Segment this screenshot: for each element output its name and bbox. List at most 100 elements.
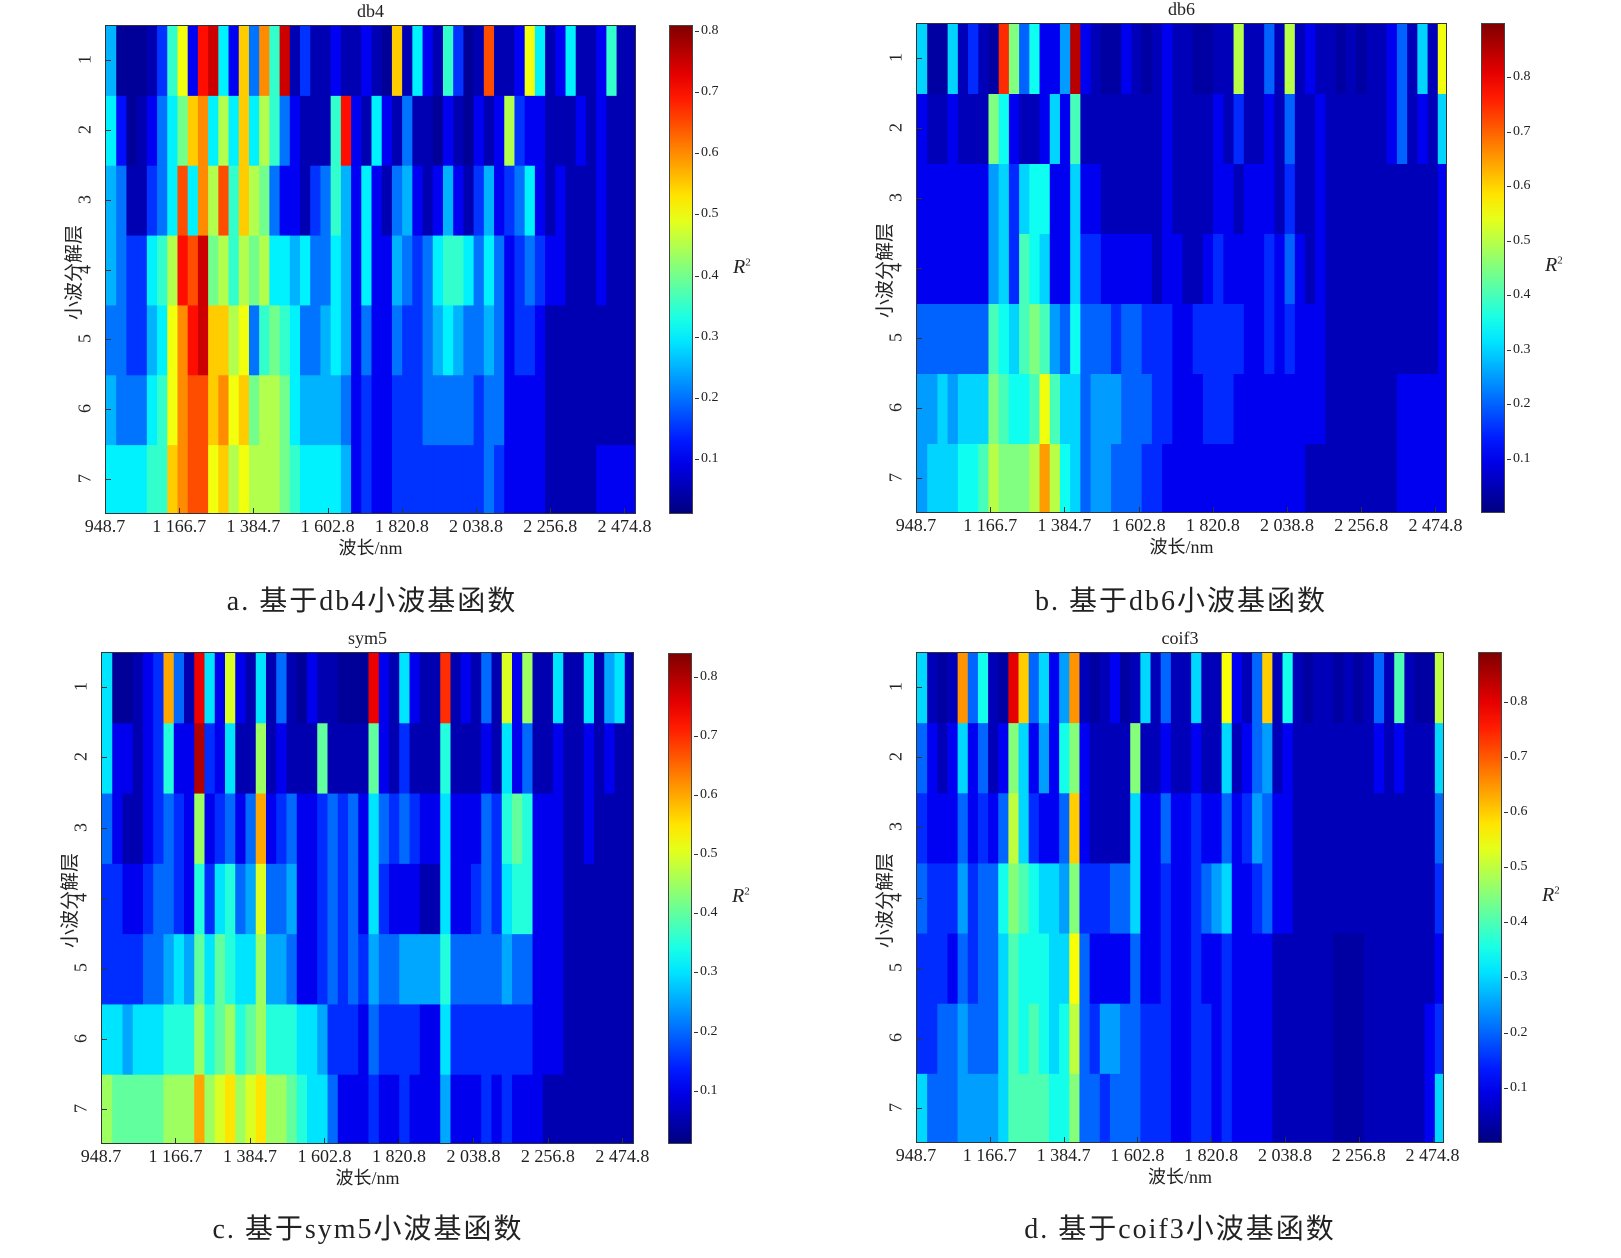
- heatmap-cell: [106, 95, 117, 167]
- heatmap-cell: [419, 723, 431, 795]
- heatmap-cell: [575, 235, 587, 307]
- heatmap-cell: [153, 1074, 165, 1143]
- heatmap-cell: [450, 723, 462, 795]
- heatmap-cell: [532, 723, 544, 795]
- x-tick-mark: [249, 1138, 251, 1144]
- y-tick-mark: [916, 58, 922, 59]
- heatmap-cell: [998, 1073, 1009, 1142]
- x-tick-label: 1 166.7: [963, 515, 1018, 535]
- heatmap-cell: [1231, 1073, 1243, 1142]
- heatmap-cell: [1424, 793, 1436, 865]
- heatmap-cell: [573, 934, 585, 1006]
- heatmap-cell: [1221, 793, 1233, 865]
- heatmap-cell: [442, 235, 454, 307]
- heatmap-cell: [1292, 863, 1304, 935]
- heatmap-cell: [1038, 933, 1050, 1005]
- heatmap-cell: [348, 653, 359, 724]
- heatmap-cell: [968, 444, 979, 512]
- heatmap-cell: [1080, 444, 1092, 512]
- heatmap-cell: [184, 653, 195, 724]
- heatmap-cell: [235, 863, 247, 935]
- heatmap-cell: [1243, 234, 1255, 305]
- heatmap-cell: [378, 1074, 390, 1143]
- heatmap-cell: [419, 1004, 431, 1076]
- panel-caption: a. 基于db4小波基函数: [226, 586, 518, 617]
- heatmap-cell: [1049, 164, 1061, 235]
- heatmap-cell: [616, 165, 628, 237]
- heatmap-cell: [116, 235, 128, 307]
- heatmap-cell: [1090, 444, 1102, 512]
- x-axis-label: 波长/nm: [335, 1168, 400, 1188]
- heatmap-cell: [269, 165, 281, 237]
- heatmap-cell: [1162, 304, 1173, 375]
- heatmap-cell: [269, 375, 281, 446]
- x-tick-mark: [916, 507, 917, 513]
- heatmap-cell: [132, 723, 144, 795]
- heatmap-cell: [1070, 374, 1081, 445]
- heatmap-cell: [300, 26, 311, 97]
- heatmap-cell: [522, 1004, 534, 1076]
- heatmap-cell: [1121, 94, 1133, 165]
- heatmap-cell: [532, 863, 544, 935]
- heatmap-cell: [927, 304, 939, 375]
- heatmap-cell: [1170, 653, 1182, 724]
- heatmap-cell: [116, 165, 128, 237]
- heatmap-cell: [1396, 164, 1408, 235]
- heatmap-cell: [524, 165, 536, 237]
- chart-title: db6: [1168, 0, 1195, 19]
- heatmap-cell: [409, 793, 421, 865]
- heatmap-cell: [1231, 1003, 1243, 1075]
- heatmap-cell: [967, 1073, 979, 1142]
- heatmap-cell: [1407, 234, 1418, 305]
- heatmap-cell: [1019, 444, 1030, 512]
- x-tick-mark: [105, 508, 106, 514]
- heatmap-cell: [1080, 164, 1092, 235]
- x-tick-mark: [1432, 1137, 1434, 1143]
- heatmap-cell: [1018, 723, 1030, 794]
- heatmap-cell: [583, 723, 595, 795]
- heatmap-cell: [1282, 723, 1294, 794]
- heatmap-cell: [289, 375, 301, 446]
- heatmap-cell: [1120, 1073, 1131, 1142]
- heatmap-cell: [1333, 863, 1345, 935]
- heatmap-cell: [351, 95, 362, 167]
- heatmap-cell: [1284, 164, 1296, 235]
- heatmap-cell: [1223, 374, 1235, 445]
- heatmap-cell: [1160, 863, 1172, 935]
- heatmap-cell: [1356, 374, 1367, 445]
- heatmap-cell: [337, 723, 349, 795]
- x-tick-label: 1 384.7: [1037, 515, 1092, 535]
- heatmap-cell: [450, 863, 462, 935]
- heatmap-cell: [1028, 933, 1040, 1005]
- x-tick-mark: [179, 508, 181, 514]
- heatmap-cell: [1335, 164, 1347, 235]
- y-tick-label: 5: [885, 962, 906, 972]
- heatmap-cell: [266, 653, 277, 724]
- heatmap-cell: [594, 863, 605, 935]
- heatmap-cell: [1172, 444, 1184, 512]
- heatmap-cell: [1162, 24, 1173, 95]
- heatmap-cell: [391, 305, 403, 376]
- heatmap-cell: [238, 375, 250, 446]
- heatmap-cell: [1028, 793, 1040, 865]
- heatmap-cell: [361, 235, 373, 307]
- heatmap-cell: [927, 863, 938, 935]
- heatmap-cell: [266, 1004, 277, 1076]
- heatmap-cell: [1211, 793, 1223, 865]
- heatmap-cell: [1202, 444, 1214, 512]
- heatmap-cell: [573, 723, 585, 795]
- heatmap-cell: [471, 653, 482, 724]
- y-tick-label: 6: [885, 403, 906, 412]
- y-tick-mark: [101, 757, 107, 759]
- heatmap-cell: [225, 934, 236, 1006]
- heatmap-cell: [1213, 24, 1224, 95]
- heatmap-cell: [276, 793, 288, 865]
- heatmap-cell: [1182, 304, 1194, 375]
- heatmap-cell: [371, 95, 383, 167]
- heatmap-cell: [1414, 653, 1426, 724]
- heatmap-cell: [917, 723, 928, 794]
- heatmap-cell: [122, 934, 134, 1006]
- x-tick-label: 2 256.8: [520, 1146, 575, 1166]
- chart-title: db4: [357, 1, 384, 21]
- heatmap-cell: [501, 1074, 513, 1143]
